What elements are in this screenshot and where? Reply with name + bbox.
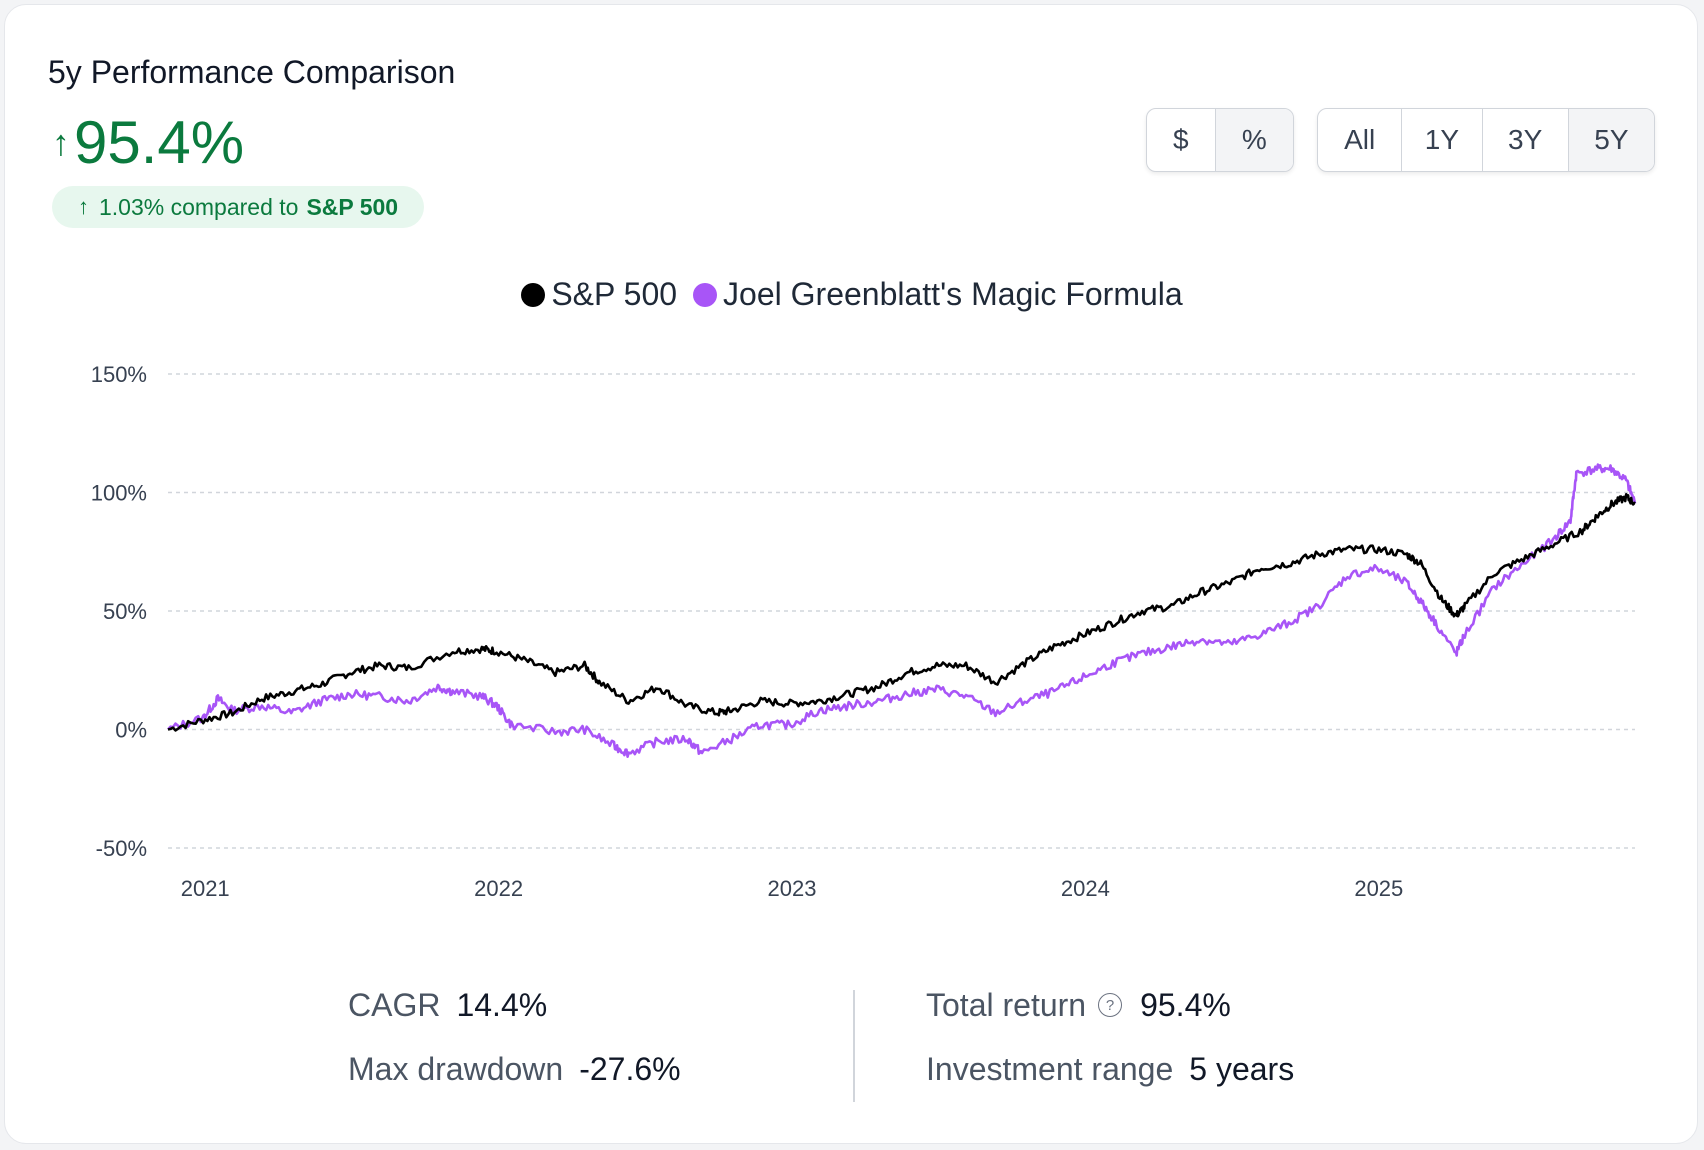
total-return-label: Total return bbox=[926, 986, 1087, 1023]
x-tick-label: 2025 bbox=[1354, 876, 1403, 901]
legend-dot-magic-formula bbox=[693, 282, 718, 307]
magic-formula-line bbox=[167, 463, 1637, 758]
unit-dollar-button[interactable]: $ bbox=[1147, 109, 1216, 171]
investment-range-label: Investment range bbox=[926, 1050, 1174, 1087]
help-icon[interactable]: ? bbox=[1098, 993, 1123, 1017]
unit-toggle: $ % bbox=[1146, 108, 1294, 172]
arrow-up-icon: ↑ bbox=[78, 194, 89, 219]
x-tick-label: 2022 bbox=[474, 876, 523, 901]
range-toggle: All 1Y 3Y 5Y bbox=[1317, 108, 1655, 172]
range-3y-button[interactable]: 3Y bbox=[1483, 109, 1569, 171]
y-tick-label: 100% bbox=[91, 481, 147, 506]
legend-item-magic-formula[interactable]: Joel Greenblatt's Magic Formula bbox=[693, 276, 1183, 313]
arrow-up-icon: ↑ bbox=[52, 121, 70, 163]
x-tick-label: 2023 bbox=[768, 876, 817, 901]
sp500-line bbox=[167, 493, 1636, 732]
range-all-button[interactable]: All bbox=[1318, 109, 1403, 171]
legend-label-sp500: S&P 500 bbox=[551, 276, 678, 312]
range-5y-button[interactable]: 5Y bbox=[1568, 109, 1654, 171]
stats-left: CAGR 14.4% Max drawdown -27.6% bbox=[348, 985, 681, 1113]
compare-target: S&P 500 bbox=[306, 193, 399, 220]
y-tick-label: -50% bbox=[96, 836, 147, 861]
cagr-label: CAGR bbox=[348, 986, 441, 1023]
chart-legend: S&P 500 Joel Greenblatt's Magic Formula bbox=[0, 276, 1704, 313]
compare-badge: ↑ 1.03% compared to S&P 500 bbox=[52, 186, 425, 228]
investment-range-value: 5 years bbox=[1189, 1050, 1295, 1087]
stats-divider bbox=[853, 990, 855, 1102]
headline-value: 95.4% bbox=[74, 109, 245, 176]
max-drawdown-value: -27.6% bbox=[579, 1050, 681, 1087]
card-title: 5y Performance Comparison bbox=[48, 54, 456, 90]
stats-right: Total return ? 95.4% Investment range 5 … bbox=[926, 985, 1294, 1113]
cagr-value: 14.4% bbox=[456, 986, 548, 1023]
y-tick-label: 150% bbox=[91, 362, 147, 387]
max-drawdown-label: Max drawdown bbox=[348, 1050, 564, 1087]
total-return-value: 95.4% bbox=[1140, 986, 1231, 1023]
legend-item-sp500[interactable]: S&P 500 bbox=[521, 276, 677, 313]
headline-return: ↑ 95.4% bbox=[52, 108, 244, 177]
y-tick-label: 0% bbox=[115, 718, 147, 743]
range-1y-button[interactable]: 1Y bbox=[1402, 109, 1483, 171]
unit-percent-button[interactable]: % bbox=[1215, 109, 1293, 171]
y-tick-label: 50% bbox=[103, 599, 147, 624]
performance-line-chart: 150% 100% 50% 0% -50% 2021 2022 2023 2024 2025 bbox=[91, 362, 1637, 901]
legend-label-magic-formula: Joel Greenblatt's Magic Formula bbox=[723, 276, 1183, 312]
x-tick-label: 2021 bbox=[181, 876, 230, 901]
x-tick-label: 2024 bbox=[1061, 876, 1110, 901]
compare-value: 1.03% compared to bbox=[99, 193, 299, 220]
legend-dot-sp500 bbox=[521, 282, 546, 307]
